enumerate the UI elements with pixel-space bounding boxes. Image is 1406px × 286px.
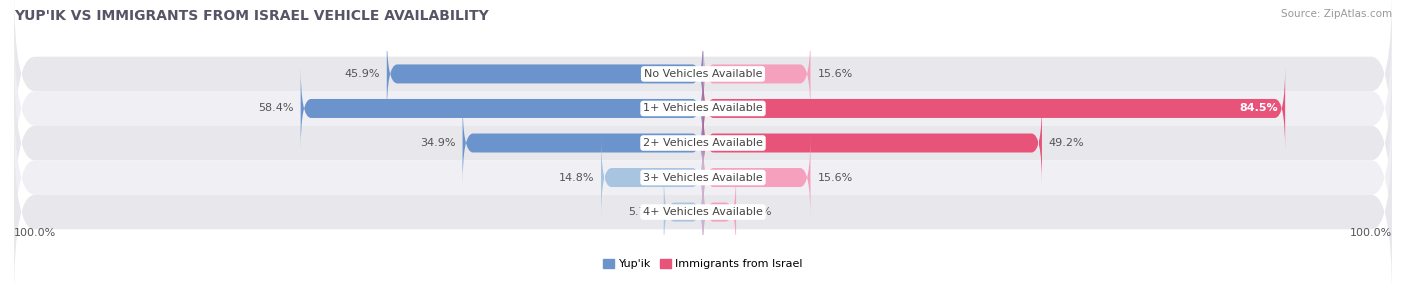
Text: 3+ Vehicles Available: 3+ Vehicles Available [643, 172, 763, 182]
Text: Source: ZipAtlas.com: Source: ZipAtlas.com [1281, 9, 1392, 19]
FancyBboxPatch shape [463, 101, 703, 185]
FancyBboxPatch shape [600, 135, 703, 220]
Legend: Yup'ik, Immigrants from Israel: Yup'ik, Immigrants from Israel [603, 259, 803, 269]
FancyBboxPatch shape [14, 0, 1392, 160]
FancyBboxPatch shape [703, 32, 810, 116]
Text: 1+ Vehicles Available: 1+ Vehicles Available [643, 104, 763, 114]
FancyBboxPatch shape [664, 170, 703, 254]
FancyBboxPatch shape [703, 135, 810, 220]
Text: 34.9%: 34.9% [420, 138, 456, 148]
FancyBboxPatch shape [14, 91, 1392, 264]
FancyBboxPatch shape [703, 66, 1285, 151]
Text: 58.4%: 58.4% [259, 104, 294, 114]
Text: 45.9%: 45.9% [344, 69, 380, 79]
Text: No Vehicles Available: No Vehicles Available [644, 69, 762, 79]
Text: 4.8%: 4.8% [742, 207, 772, 217]
FancyBboxPatch shape [387, 32, 703, 116]
FancyBboxPatch shape [301, 66, 703, 151]
Text: YUP'IK VS IMMIGRANTS FROM ISRAEL VEHICLE AVAILABILITY: YUP'IK VS IMMIGRANTS FROM ISRAEL VEHICLE… [14, 9, 489, 23]
FancyBboxPatch shape [14, 57, 1392, 229]
FancyBboxPatch shape [14, 22, 1392, 195]
Text: 15.6%: 15.6% [817, 69, 852, 79]
Text: 49.2%: 49.2% [1049, 138, 1084, 148]
Text: 100.0%: 100.0% [14, 228, 56, 238]
Text: 5.7%: 5.7% [628, 207, 657, 217]
Text: 84.5%: 84.5% [1240, 104, 1278, 114]
FancyBboxPatch shape [703, 101, 1042, 185]
Text: 15.6%: 15.6% [817, 172, 852, 182]
Text: 4+ Vehicles Available: 4+ Vehicles Available [643, 207, 763, 217]
Text: 100.0%: 100.0% [1350, 228, 1392, 238]
Text: 14.8%: 14.8% [558, 172, 595, 182]
Text: 2+ Vehicles Available: 2+ Vehicles Available [643, 138, 763, 148]
FancyBboxPatch shape [14, 126, 1392, 286]
FancyBboxPatch shape [703, 170, 737, 254]
